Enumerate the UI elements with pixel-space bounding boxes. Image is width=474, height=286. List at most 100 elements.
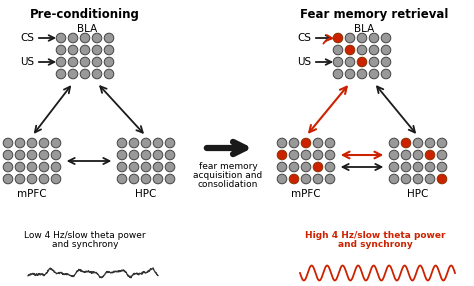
Circle shape xyxy=(277,162,287,172)
Circle shape xyxy=(51,174,61,184)
Text: CS: CS xyxy=(20,33,34,43)
Circle shape xyxy=(92,57,102,67)
Circle shape xyxy=(357,45,367,55)
Circle shape xyxy=(39,174,49,184)
Text: mPFC: mPFC xyxy=(17,189,47,199)
Text: acquisition and: acquisition and xyxy=(193,171,263,180)
Text: US: US xyxy=(297,57,311,67)
Text: HPC: HPC xyxy=(135,189,157,199)
Circle shape xyxy=(92,69,102,79)
Circle shape xyxy=(92,33,102,43)
Circle shape xyxy=(401,150,411,160)
Circle shape xyxy=(104,33,114,43)
Text: consolidation: consolidation xyxy=(198,180,258,189)
Circle shape xyxy=(333,45,343,55)
Circle shape xyxy=(345,69,355,79)
Circle shape xyxy=(369,69,379,79)
Circle shape xyxy=(289,138,299,148)
Text: fear memory: fear memory xyxy=(199,162,257,171)
Circle shape xyxy=(80,33,90,43)
Circle shape xyxy=(369,57,379,67)
Circle shape xyxy=(56,69,66,79)
Circle shape xyxy=(301,162,311,172)
Circle shape xyxy=(80,45,90,55)
Circle shape xyxy=(345,45,355,55)
Circle shape xyxy=(381,45,391,55)
Text: Fear memory retrieval: Fear memory retrieval xyxy=(300,8,448,21)
Circle shape xyxy=(413,174,423,184)
Circle shape xyxy=(313,174,323,184)
Circle shape xyxy=(153,174,163,184)
Circle shape xyxy=(39,150,49,160)
Circle shape xyxy=(437,174,447,184)
Circle shape xyxy=(39,138,49,148)
Circle shape xyxy=(15,174,25,184)
Circle shape xyxy=(165,162,175,172)
Circle shape xyxy=(104,45,114,55)
Circle shape xyxy=(3,162,13,172)
Circle shape xyxy=(68,33,78,43)
Circle shape xyxy=(381,33,391,43)
Circle shape xyxy=(68,45,78,55)
Circle shape xyxy=(357,57,367,67)
Circle shape xyxy=(92,45,102,55)
Circle shape xyxy=(277,138,287,148)
Text: CS: CS xyxy=(297,33,311,43)
Circle shape xyxy=(104,57,114,67)
Circle shape xyxy=(3,138,13,148)
Circle shape xyxy=(289,150,299,160)
Circle shape xyxy=(117,174,127,184)
Circle shape xyxy=(389,138,399,148)
Circle shape xyxy=(437,138,447,148)
Circle shape xyxy=(389,150,399,160)
Circle shape xyxy=(301,174,311,184)
Circle shape xyxy=(15,162,25,172)
Circle shape xyxy=(437,162,447,172)
Circle shape xyxy=(313,138,323,148)
Circle shape xyxy=(153,150,163,160)
Circle shape xyxy=(27,162,37,172)
Text: mPFC: mPFC xyxy=(291,189,321,199)
Circle shape xyxy=(333,57,343,67)
Circle shape xyxy=(325,174,335,184)
Circle shape xyxy=(129,150,139,160)
Text: and synchrony: and synchrony xyxy=(52,240,118,249)
Circle shape xyxy=(129,138,139,148)
Circle shape xyxy=(425,138,435,148)
Circle shape xyxy=(389,174,399,184)
Circle shape xyxy=(141,174,151,184)
Circle shape xyxy=(289,174,299,184)
Circle shape xyxy=(325,150,335,160)
Circle shape xyxy=(165,138,175,148)
Circle shape xyxy=(357,33,367,43)
Circle shape xyxy=(413,162,423,172)
Circle shape xyxy=(301,150,311,160)
Circle shape xyxy=(425,150,435,160)
Text: Pre-conditioning: Pre-conditioning xyxy=(30,8,140,21)
Circle shape xyxy=(333,33,343,43)
Circle shape xyxy=(401,162,411,172)
Circle shape xyxy=(277,174,287,184)
Circle shape xyxy=(369,33,379,43)
Circle shape xyxy=(27,150,37,160)
Circle shape xyxy=(80,57,90,67)
Circle shape xyxy=(345,57,355,67)
Circle shape xyxy=(425,162,435,172)
Circle shape xyxy=(56,57,66,67)
Circle shape xyxy=(301,138,311,148)
Circle shape xyxy=(141,138,151,148)
Circle shape xyxy=(313,150,323,160)
Circle shape xyxy=(153,162,163,172)
Circle shape xyxy=(389,162,399,172)
Circle shape xyxy=(289,162,299,172)
Text: BLA: BLA xyxy=(354,24,374,34)
Circle shape xyxy=(141,162,151,172)
Circle shape xyxy=(68,57,78,67)
Text: HPC: HPC xyxy=(407,189,428,199)
Circle shape xyxy=(381,69,391,79)
Circle shape xyxy=(104,69,114,79)
Circle shape xyxy=(425,174,435,184)
Text: and synchrony: and synchrony xyxy=(337,240,412,249)
Circle shape xyxy=(437,150,447,160)
Circle shape xyxy=(15,150,25,160)
